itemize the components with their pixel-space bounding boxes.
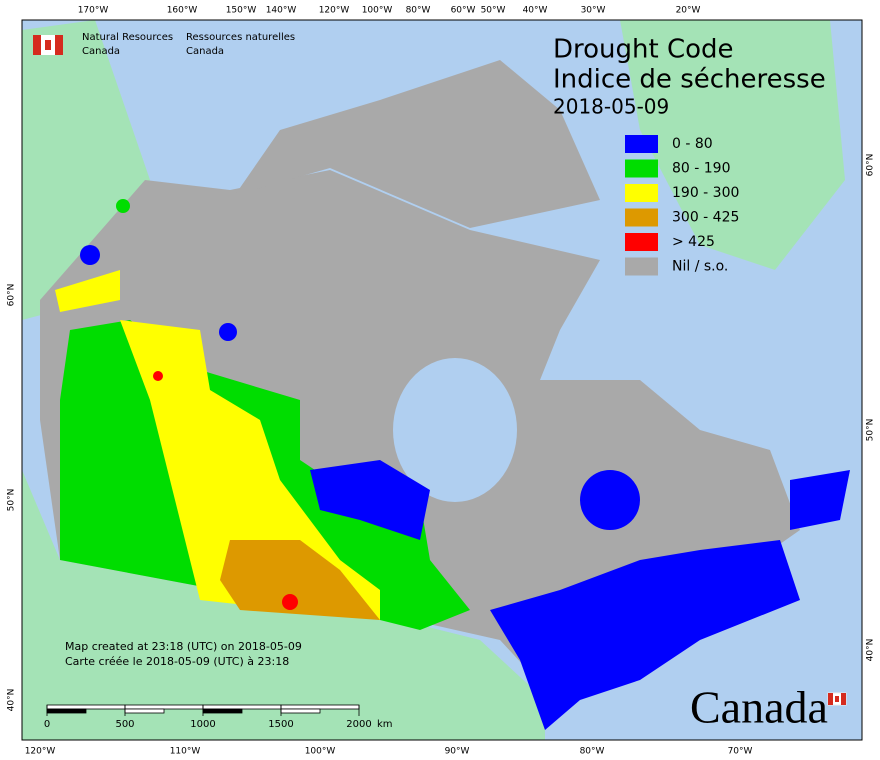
longitude-label: 20°W: [676, 6, 701, 16]
scale-bar-segment: [124, 704, 204, 710]
longitude-label: 110°W: [170, 747, 201, 757]
scale-bar-segment: [46, 708, 87, 714]
scale-bar-segment: [124, 708, 165, 714]
longitude-label: 60°W: [451, 6, 476, 16]
legend-swatch: [625, 159, 658, 178]
scale-unit: km: [377, 719, 393, 730]
legend-swatch: [625, 135, 658, 153]
scale-bar-segment: [46, 704, 126, 710]
longitude-label: 100°W: [305, 747, 336, 757]
flag: [835, 696, 839, 702]
scale-bar-segment: [202, 708, 243, 714]
latitude-label: 40°N: [7, 689, 17, 712]
scale-bar-segment: [280, 704, 360, 710]
wordmark: Canada: [690, 682, 828, 733]
latitude-label: 60°N: [7, 284, 17, 307]
frame-border: [21, 19, 863, 741]
scale-label: 0: [44, 719, 50, 730]
scale-bar-segment: [280, 708, 321, 714]
flag: [55, 35, 63, 55]
legend-swatch: [625, 233, 658, 251]
note: Map created at 23:18 (UTC) on 2018-05-09: [65, 640, 302, 653]
scale-label: 1500: [268, 719, 293, 730]
arctic-islands: [235, 60, 600, 228]
drought-region: [490, 540, 800, 730]
drought-region: [580, 470, 640, 530]
greenland: [620, 20, 845, 270]
title: Drought Code: [553, 35, 734, 65]
longitude-label: 120°W: [25, 747, 56, 757]
legend-swatch: [625, 208, 658, 227]
scale-label: 500: [115, 719, 134, 730]
legend-label: 300 - 425: [672, 210, 739, 226]
drought-region: [220, 540, 380, 620]
agency-en: Canada: [82, 46, 120, 57]
legend-label: 80 - 190: [672, 161, 731, 177]
longitude-label: 70°W: [728, 747, 753, 757]
map-frame: [21, 19, 863, 741]
note: Carte créée le 2018-05-09 (UTC) à 23:18: [65, 655, 289, 668]
longitude-label: 160°W: [167, 6, 198, 16]
drought-region: [219, 323, 237, 341]
alaska: [22, 20, 150, 320]
latitude-label: 60°N: [866, 154, 876, 177]
longitude-label: 90°W: [445, 747, 470, 757]
latitude-label: 50°N: [866, 419, 876, 442]
scale-label: 2000: [346, 719, 371, 730]
drought-region: [55, 270, 120, 312]
legend-label: Nil / s.o.: [672, 259, 728, 275]
title: Indice de sécheresse: [553, 65, 826, 95]
flag: [841, 693, 846, 705]
drought-region: [116, 199, 130, 213]
wordmark-flag: [827, 692, 847, 706]
longitude-label: 40°W: [523, 6, 548, 16]
flag: [33, 35, 41, 55]
drought-region: [282, 594, 298, 610]
latitude-label: 50°N: [7, 489, 17, 512]
drought-region: [790, 470, 850, 530]
longitude-label: 100°W: [362, 6, 393, 16]
latitude-label: 40°N: [866, 639, 876, 662]
hudson-bay: [393, 358, 517, 502]
drought-region: [153, 371, 163, 381]
flag: [45, 40, 51, 50]
longitude-label: 170°W: [78, 6, 109, 16]
longitude-label: 120°W: [319, 6, 350, 16]
legend-label: 190 - 300: [672, 185, 739, 201]
flag: [828, 693, 833, 705]
longitude-label: 80°W: [406, 6, 431, 16]
scale-bar-segment: [202, 704, 282, 710]
scale-label: 1000: [190, 719, 215, 730]
date: 2018-05-09: [553, 95, 669, 119]
legend-label: > 425: [672, 234, 715, 250]
legend-swatch: [625, 184, 658, 202]
drought-region: [310, 460, 430, 540]
longitude-label: 50°W: [481, 6, 506, 16]
longitude-label: 150°W: [226, 6, 257, 16]
agency-fr: Canada: [186, 46, 224, 57]
longitude-label: 140°W: [266, 6, 297, 16]
longitude-label: 80°W: [580, 747, 605, 757]
longitude-label: 30°W: [581, 6, 606, 16]
drought-region: [120, 320, 380, 620]
agency-en: Natural Resources: [82, 32, 173, 43]
agency-fr: Ressources naturelles: [186, 32, 295, 43]
legend-swatch: [625, 257, 658, 276]
drought-region: [80, 245, 100, 265]
legend-label: 0 - 80: [672, 136, 713, 152]
